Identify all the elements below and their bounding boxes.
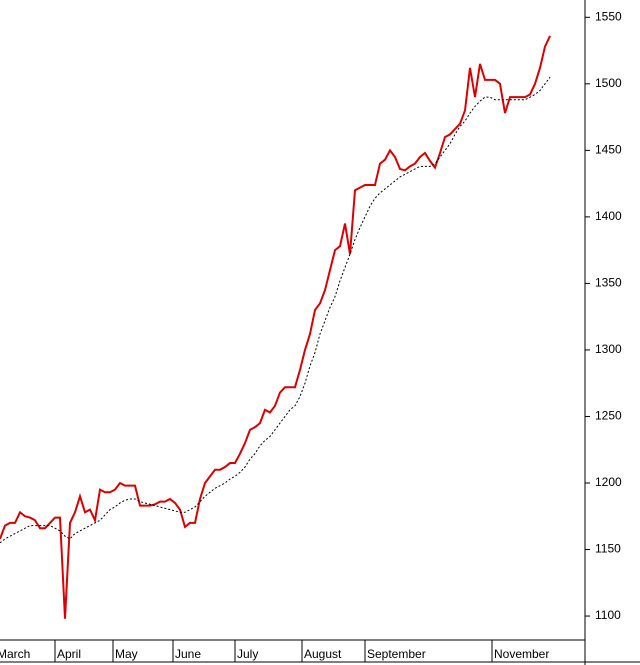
y-tick-label: 1150	[595, 542, 621, 556]
y-tick-label: 1350	[595, 276, 622, 290]
x-tick-label: September	[367, 647, 426, 661]
x-tick-label: April	[57, 647, 81, 661]
y-tick-label: 1450	[595, 143, 622, 157]
series-line	[0, 35, 551, 619]
x-tick-label: May	[115, 647, 138, 661]
x-tick-label: March	[0, 647, 30, 661]
y-tick-label: 1300	[595, 342, 622, 356]
x-tick-label: August	[304, 647, 342, 661]
y-tick-label: 1100	[595, 608, 621, 622]
x-tick-label: July	[237, 647, 258, 661]
y-tick-label: 1550	[595, 9, 622, 23]
y-tick-label: 1500	[595, 76, 622, 90]
series-line	[0, 76, 551, 544]
y-tick-label: 1400	[595, 209, 622, 223]
y-tick-label: 1250	[595, 409, 622, 423]
x-tick-label: November	[494, 647, 549, 661]
y-tick-label: 1200	[595, 475, 622, 489]
x-tick-label: June	[175, 647, 201, 661]
